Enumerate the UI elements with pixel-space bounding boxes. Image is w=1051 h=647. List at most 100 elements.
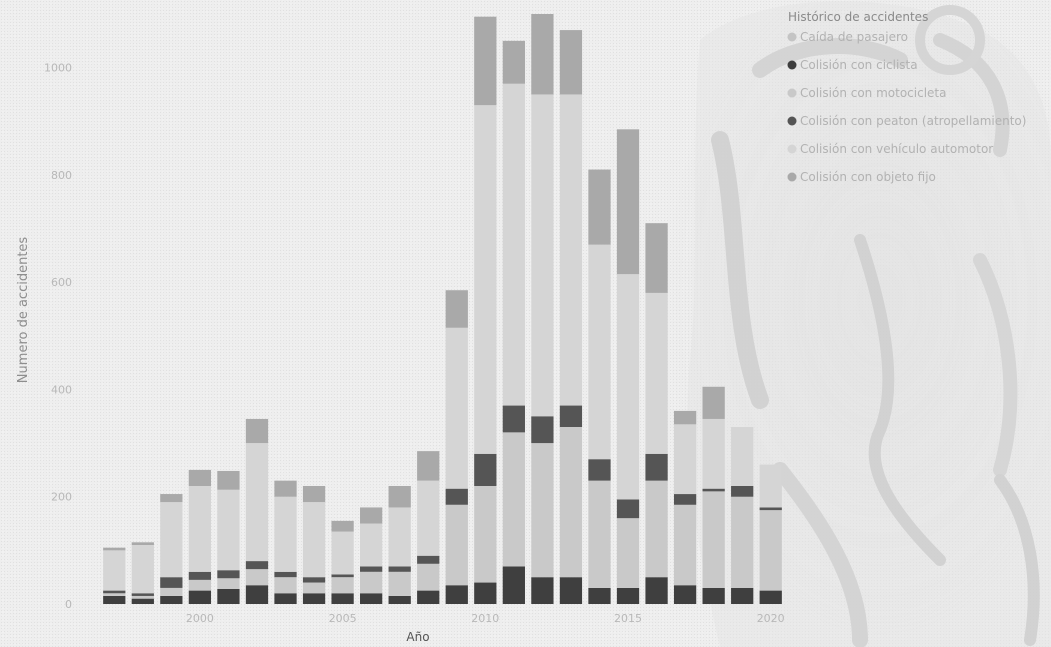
bar-segment-2020-s4 [759, 464, 782, 508]
bar-segment-2012-s3 [531, 416, 554, 444]
bar-segment-2008-s4 [417, 480, 440, 556]
legend-item: Colisión con peaton (atropellamiento) [787, 114, 1026, 128]
bar-segment-2008-s2 [417, 563, 440, 591]
bar-segment-2009-s4 [445, 327, 468, 489]
legend-label: Colisión con peaton (atropellamiento) [800, 114, 1026, 128]
legend-marker [787, 172, 797, 182]
bar-segment-2012-s4 [531, 94, 554, 417]
bar-stack-2017 [673, 410, 697, 604]
bar-segment-2017-s3 [673, 494, 697, 505]
legend-label: Colisión con motocicleta [800, 86, 946, 100]
bar-segment-2006-s5 [360, 507, 383, 524]
bar-segment-2009-s5 [445, 290, 468, 328]
bar-segment-2013-s4 [559, 94, 583, 406]
legend-label: Colisión con objeto fijo [800, 170, 936, 184]
bar-segment-2011-s2 [502, 432, 525, 567]
bar-segment-1999-s4 [160, 502, 183, 578]
bar-segment-2010-s4 [474, 105, 497, 454]
bar-segment-2015-s4 [616, 274, 640, 500]
bar-segment-2018-s2 [702, 491, 725, 588]
bar-segment-2006-s2 [360, 571, 383, 594]
bar-segment-1999-s5 [160, 494, 183, 503]
bar-segment-2016-s4 [645, 292, 668, 454]
legend-label: Colisión con vehículo automotor [800, 142, 993, 156]
bar-stack-1997 [103, 547, 126, 604]
bar-segment-2003-s5 [274, 480, 297, 497]
x-tick-label: 2015 [614, 612, 642, 625]
x-tick-label: 2020 [757, 612, 785, 625]
bar-segment-2016-s1 [645, 577, 668, 604]
x-tick-label: 2000 [186, 612, 214, 625]
bar-segment-2003-s2 [274, 577, 297, 594]
bar-stack-2020 [759, 464, 782, 604]
bar-stack-2019 [731, 427, 754, 604]
bar-segment-2003-s3 [274, 571, 297, 578]
legend-item: Colisión con vehículo automotor [787, 142, 993, 156]
bar-segment-2007-s2 [388, 571, 411, 596]
bar-segment-2001-s1 [217, 588, 240, 604]
bar-segment-2005-s1 [331, 593, 354, 604]
bar-segment-2000-s2 [188, 579, 212, 591]
bar-segment-2000-s1 [188, 590, 212, 604]
bar-segment-2018-s1 [702, 587, 725, 604]
y-tick-label: 0 [65, 598, 72, 611]
bar-segment-2014-s3 [588, 459, 611, 481]
bar-segment-2008-s5 [417, 451, 440, 481]
legend-marker [787, 88, 797, 98]
bar-segment-1997-s2 [103, 593, 126, 596]
bar-segment-2010-s5 [474, 16, 497, 106]
bar-stack-2010 [474, 16, 497, 604]
x-tick-label: 2010 [471, 612, 499, 625]
bar-stack-2013 [559, 30, 583, 604]
bar-segment-2008-s3 [417, 555, 440, 564]
bar-segment-2012-s5 [531, 14, 554, 95]
bar-segment-2001-s2 [217, 578, 240, 589]
bar-segment-2002-s3 [245, 561, 269, 570]
y-tick-label: 400 [51, 384, 72, 397]
bar-segment-2007-s3 [388, 566, 411, 572]
bar-segment-2004-s1 [302, 593, 326, 604]
bar-stack-2000 [188, 469, 212, 604]
bar-stack-2014 [588, 169, 611, 604]
bar-segment-2003-s4 [274, 496, 297, 572]
bar-segment-2017-s4 [673, 424, 697, 495]
bar-segment-2011-s1 [502, 566, 525, 604]
x-axis-title: Año [406, 630, 429, 644]
bar-segment-2018-s4 [702, 418, 725, 489]
bar-segment-2005-s4 [331, 531, 354, 575]
bar-segment-2019-s4 [731, 427, 754, 486]
bar-segment-2002-s1 [245, 585, 269, 604]
bar-segment-2014-s2 [588, 480, 611, 588]
bar-segment-2014-s5 [588, 169, 611, 245]
bar-segment-2010-s3 [474, 453, 497, 486]
bar-segment-2014-s1 [588, 587, 611, 604]
bar-segment-2013-s1 [559, 577, 583, 604]
bar-segment-2012-s2 [531, 443, 554, 578]
bar-segment-1998-s2 [131, 595, 154, 599]
bar-segment-2020-s2 [759, 510, 782, 591]
bar-segment-2000-s5 [188, 469, 212, 486]
bar-segment-2004-s2 [302, 582, 326, 594]
bar-stack-2002 [245, 418, 269, 604]
bar-segment-2014-s4 [588, 244, 611, 460]
bar-segment-2011-s3 [502, 405, 525, 433]
bar-segment-1998-s1 [131, 598, 154, 604]
bar-segment-1997-s4 [103, 550, 126, 591]
legend-item: Colisión con motocicleta [787, 86, 946, 100]
bar-segment-1999-s1 [160, 595, 183, 604]
bar-segment-2000-s4 [188, 486, 212, 572]
bar-stack-2005 [331, 520, 354, 604]
y-tick-label: 600 [51, 276, 72, 289]
bar-segment-1998-s4 [131, 545, 154, 594]
bar-segment-2013-s2 [559, 427, 583, 578]
legend-item: Colisión con objeto fijo [787, 170, 936, 184]
bar-segment-2001-s5 [217, 470, 240, 490]
bar-segment-2004-s3 [302, 577, 326, 583]
bar-segment-2009-s3 [445, 488, 468, 505]
legend-marker [787, 60, 797, 70]
bar-segment-1997-s1 [103, 595, 126, 604]
bar-segment-2005-s3 [331, 574, 354, 578]
bar-segment-2015-s3 [616, 499, 640, 519]
legend-title: Histórico de accidentes [788, 10, 928, 24]
bar-stack-2007 [388, 486, 411, 604]
